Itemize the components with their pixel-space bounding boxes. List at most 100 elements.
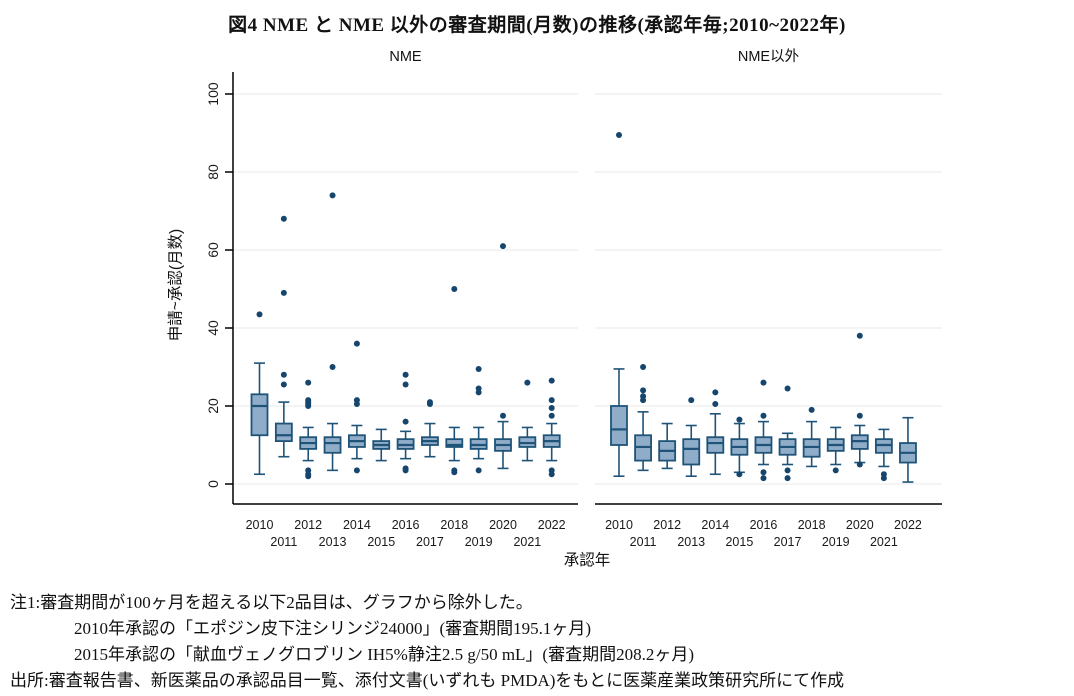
boxplot-2011 — [634, 364, 652, 472]
panel-right: NME以外 2010 2011 2012 2013 2014 2015 2016 2017 201… — [595, 48, 942, 549]
outlier-point — [353, 340, 360, 347]
outlier-point — [451, 286, 458, 292]
outlier-point — [280, 289, 287, 296]
outlier-point — [640, 387, 647, 394]
outlier-point — [280, 381, 287, 388]
x-tick-label: 2021 — [513, 535, 541, 549]
outlier-point — [784, 467, 791, 474]
note-line-1: 注1:審査期間が100ヶ月を超える以下2品目は、グラフから除外した。 — [10, 593, 533, 612]
box-2013 — [682, 438, 701, 466]
box-2010 — [250, 393, 269, 437]
outlier-point — [784, 385, 791, 392]
outlier-point — [736, 471, 743, 478]
outlier-point — [640, 393, 647, 400]
outlier-point — [475, 385, 482, 392]
outlier-point — [736, 416, 743, 423]
boxplot-2017 — [421, 399, 439, 458]
x-tick-label: 2011 — [270, 535, 297, 549]
boxplot-2021 — [518, 379, 537, 462]
outlier-point — [500, 412, 506, 419]
x-tick-label: 2013 — [677, 535, 705, 549]
boxplot-2014 — [347, 340, 366, 474]
note-line-2: 2010年承認の「エポジン皮下注シリンジ24000」(審査期間195.1ヶ月) — [74, 619, 592, 638]
outlier-point — [475, 365, 482, 372]
outlier-point — [712, 389, 719, 396]
outlier-point — [808, 406, 815, 413]
boxplot-2022 — [542, 377, 561, 478]
outlier-point — [524, 379, 531, 386]
x-tick-label: 2014 — [701, 518, 729, 532]
x-tick-label: 2019 — [465, 535, 493, 549]
boxplot-2015 — [372, 428, 391, 462]
boxplot-chart: NME 2010 2011 2012 2013 2014 2015 2016 2017 2018 2… — [167, 48, 942, 569]
outlier-point — [832, 467, 839, 474]
boxplot-2017 — [778, 385, 797, 482]
outlier-point — [548, 397, 555, 404]
x-tick-label: 2016 — [750, 518, 778, 532]
x-tick-label: 2012 — [653, 518, 681, 532]
outlier-point — [760, 475, 767, 482]
outlier-point — [305, 397, 312, 404]
x-tick-label: 2020 — [846, 518, 874, 532]
outlier-point — [402, 418, 409, 425]
x-tick-label: 2019 — [822, 535, 850, 549]
x-tick-label: 2012 — [294, 518, 322, 532]
box-2011 — [274, 422, 293, 442]
y-tick-label: 80 — [205, 164, 221, 180]
outlier-point — [329, 192, 336, 199]
boxplot-2013 — [323, 192, 342, 472]
outlier-point — [548, 412, 555, 419]
boxplot-2021 — [874, 428, 893, 482]
outlier-point — [784, 475, 791, 482]
outlier-point — [402, 371, 409, 378]
outlier-point — [402, 381, 409, 388]
figure-title: 図4 NME と NME 以外の審査期間(月数)の推移(承認年毎;2010~20… — [228, 15, 846, 36]
boxplot-2018 — [445, 286, 464, 476]
x-tick-label: 2017 — [774, 535, 802, 549]
outlier-point — [856, 332, 863, 339]
x-tick-label: 2022 — [538, 518, 566, 532]
plot-area: NME 2010 2011 2012 2013 2014 2015 2016 2017 2018 2… — [167, 48, 942, 569]
x-tick-label: 2016 — [392, 518, 420, 532]
x-axis-title: 承認年 — [564, 551, 611, 569]
boxplot-2020 — [494, 243, 512, 470]
boxplot-2016 — [754, 379, 773, 482]
y-tick-label: 60 — [205, 242, 221, 258]
x-tick-label: 2013 — [319, 535, 347, 549]
box-2018 — [445, 438, 464, 448]
boxplot-2016 — [396, 371, 415, 474]
outlier-point — [856, 461, 863, 468]
outlier-point — [353, 397, 360, 404]
box-2010 — [610, 405, 628, 446]
outlier-point — [305, 379, 312, 386]
outlier-point — [451, 467, 458, 474]
boxplot-2018 — [802, 406, 821, 468]
boxplot-2012 — [658, 422, 677, 470]
x-tick-label: 2011 — [630, 535, 657, 549]
x-tick-label: 2015 — [367, 535, 395, 549]
outlier-point — [616, 131, 622, 138]
outlier-point — [256, 311, 263, 318]
y-tick-label: 0 — [205, 480, 221, 488]
outlier-point — [329, 364, 336, 370]
outlier-point — [712, 401, 719, 408]
y-axis-title: 申請~承認(月数) — [167, 229, 185, 341]
outlier-point — [305, 467, 312, 474]
outlier-point — [426, 399, 433, 406]
x-tick-label: 2014 — [343, 518, 371, 532]
boxplot-2020 — [850, 332, 869, 468]
outlier-point — [688, 397, 695, 404]
outlier-point — [760, 379, 767, 386]
outlier-point — [760, 412, 767, 419]
panel-left: NME 2010 2011 2012 2013 2014 2015 2016 2017 2018 2… — [233, 49, 578, 549]
outlier-point — [880, 471, 887, 478]
boxplot-2014 — [706, 389, 725, 476]
x-tick-label: 2021 — [870, 535, 898, 549]
box-2013 — [323, 436, 342, 454]
outlier-point — [353, 467, 360, 474]
outlier-point — [548, 467, 555, 474]
x-tick-label: 2010 — [605, 518, 633, 532]
panel-title: NME以外 — [738, 48, 799, 65]
boxplot-2019 — [469, 365, 488, 474]
